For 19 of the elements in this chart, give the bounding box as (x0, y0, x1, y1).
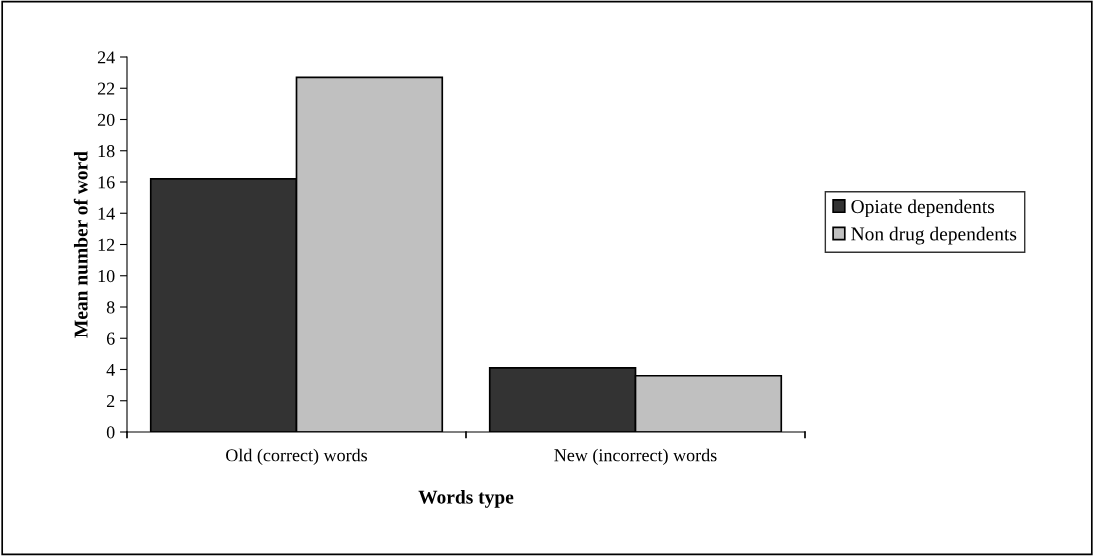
y-axis-title: Mean number of word (73, 151, 88, 338)
y-tick-label: 10 (98, 270, 115, 283)
y-tick-label: 0 (106, 426, 115, 439)
y-tick-label: 22 (97, 82, 115, 95)
x-tick-label: Old (correct) words (226, 448, 368, 466)
y-tick-label: 8 (106, 301, 115, 314)
y-tick-label: 2 (106, 395, 115, 408)
legend-label: Non drug dependents (851, 226, 1017, 245)
y-tick-label: 20 (97, 113, 115, 126)
y-tick-label: 16 (98, 176, 115, 189)
y-tick-label: 4 (106, 363, 115, 376)
legend-label: Opiate dependents (851, 199, 995, 218)
y-tick-label: 12 (98, 238, 115, 251)
x-tick-label: New (incorrect) words (554, 448, 717, 466)
y-tick-label: 14 (98, 207, 115, 220)
y-tick-label: 6 (106, 332, 115, 345)
y-tick-label: 18 (98, 145, 115, 158)
y-tick-label: 24 (97, 51, 115, 64)
x-axis-title: Words type (418, 490, 514, 508)
